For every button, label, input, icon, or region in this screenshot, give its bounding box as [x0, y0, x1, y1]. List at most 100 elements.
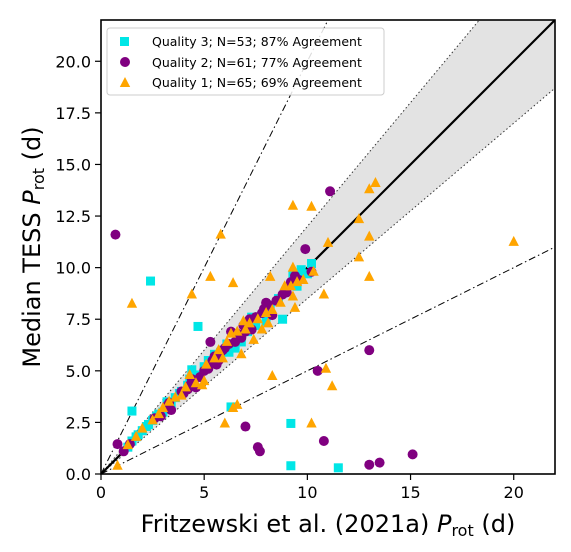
data-point	[325, 186, 336, 197]
data-point	[279, 280, 290, 291]
legend-label-quality-1: Quality 1; N=65; 69% Agreement	[152, 75, 362, 90]
data-point	[190, 377, 202, 388]
x-axis-title: Fritzewski et al. (2021a) Prot (d)	[141, 510, 516, 540]
data-point	[163, 395, 175, 406]
data-point	[275, 296, 286, 307]
data-point	[318, 435, 329, 446]
data-point	[122, 439, 134, 450]
data-point	[252, 313, 264, 324]
data-point	[127, 406, 137, 416]
data-point	[267, 369, 278, 380]
data-point	[230, 343, 240, 353]
data-point	[224, 347, 234, 357]
data-point	[289, 301, 301, 312]
data-point	[291, 276, 303, 287]
data-point	[248, 333, 259, 344]
legend-label-quality-3: Quality 3; N=53; 87% Agreement	[152, 34, 362, 49]
x-axis-subscript: rot	[451, 521, 473, 540]
y-tick-label: 5.0	[66, 362, 91, 381]
data-point	[287, 290, 299, 301]
data-point	[333, 463, 343, 473]
data-point	[256, 323, 268, 334]
data-point	[265, 270, 276, 281]
data-point	[187, 365, 197, 375]
data-point	[215, 228, 226, 239]
data-point	[219, 417, 231, 428]
harmonic-line-2	[101, 246, 555, 474]
y-tick-label: 0.0	[66, 465, 91, 484]
data-point	[353, 251, 365, 262]
data-point	[251, 320, 261, 330]
x-tick-label: 10	[297, 483, 317, 502]
data-point	[130, 430, 142, 441]
data-point	[254, 446, 265, 457]
data-point	[147, 414, 158, 425]
legend-box	[106, 27, 385, 96]
data-point	[300, 244, 311, 255]
plot-frame	[100, 19, 556, 475]
data-point	[374, 457, 385, 468]
data-point	[137, 422, 148, 433]
data-point	[364, 270, 375, 281]
y-tick-label: 15.0	[55, 155, 91, 174]
data-point	[112, 439, 123, 450]
data-point	[287, 199, 299, 210]
data-point	[213, 344, 224, 355]
y-tick-label: 17.5	[55, 104, 91, 123]
data-point	[306, 417, 317, 428]
data-point	[153, 408, 164, 419]
data-point	[286, 418, 296, 428]
data-point	[170, 391, 181, 402]
data-point	[364, 230, 375, 241]
data-point	[209, 352, 220, 363]
data-point	[326, 380, 338, 391]
data-point	[112, 459, 123, 470]
y-axis-title: Median TESS Prot (d)	[18, 126, 48, 367]
y-axis-symbol: P	[18, 190, 46, 205]
data-point	[286, 461, 296, 471]
legend-marker-quality-3	[120, 37, 129, 46]
data-point	[306, 200, 317, 211]
data-point	[240, 421, 251, 432]
y-tick-label: 2.5	[66, 413, 91, 432]
data-point	[176, 389, 187, 400]
data-point	[225, 327, 237, 338]
data-point	[298, 274, 309, 285]
y-axis-unit: (d)	[18, 126, 46, 168]
data-point	[146, 276, 156, 286]
data-point	[143, 419, 153, 429]
data-point	[221, 335, 233, 346]
data-point	[205, 270, 216, 281]
data-point	[184, 368, 195, 379]
data-point	[267, 303, 278, 314]
x-axis-symbol: P	[437, 510, 452, 538]
data-point	[312, 365, 323, 376]
legend-label-quality-2: Quality 2; N=61; 77% Agreement	[152, 55, 362, 70]
x-axis-unit: (d)	[474, 510, 516, 538]
data-point	[287, 261, 299, 272]
data-point	[364, 459, 375, 470]
data-point	[217, 352, 228, 363]
data-point	[180, 381, 191, 392]
data-point	[133, 430, 143, 440]
x-tick-label: 20	[504, 483, 524, 502]
data-point	[508, 235, 519, 246]
data-point	[364, 183, 375, 194]
data-point	[261, 297, 272, 308]
data-point	[364, 345, 375, 356]
x-tick-label: 5	[199, 483, 209, 502]
data-point	[320, 362, 332, 373]
data-point	[198, 375, 210, 386]
band-lower-edge	[101, 87, 555, 474]
y-tick-label: 10.0	[55, 259, 91, 278]
data-point	[353, 213, 365, 224]
data-point	[308, 265, 319, 276]
data-point	[227, 277, 239, 288]
legend: Quality 3; N=53; 87% Agreement Quality 2…	[106, 27, 385, 96]
data-point	[201, 358, 212, 369]
x-tick-label: 15	[400, 483, 420, 502]
data-point	[240, 323, 251, 334]
x-tick-label: 0	[96, 483, 106, 502]
data-point	[157, 401, 169, 412]
